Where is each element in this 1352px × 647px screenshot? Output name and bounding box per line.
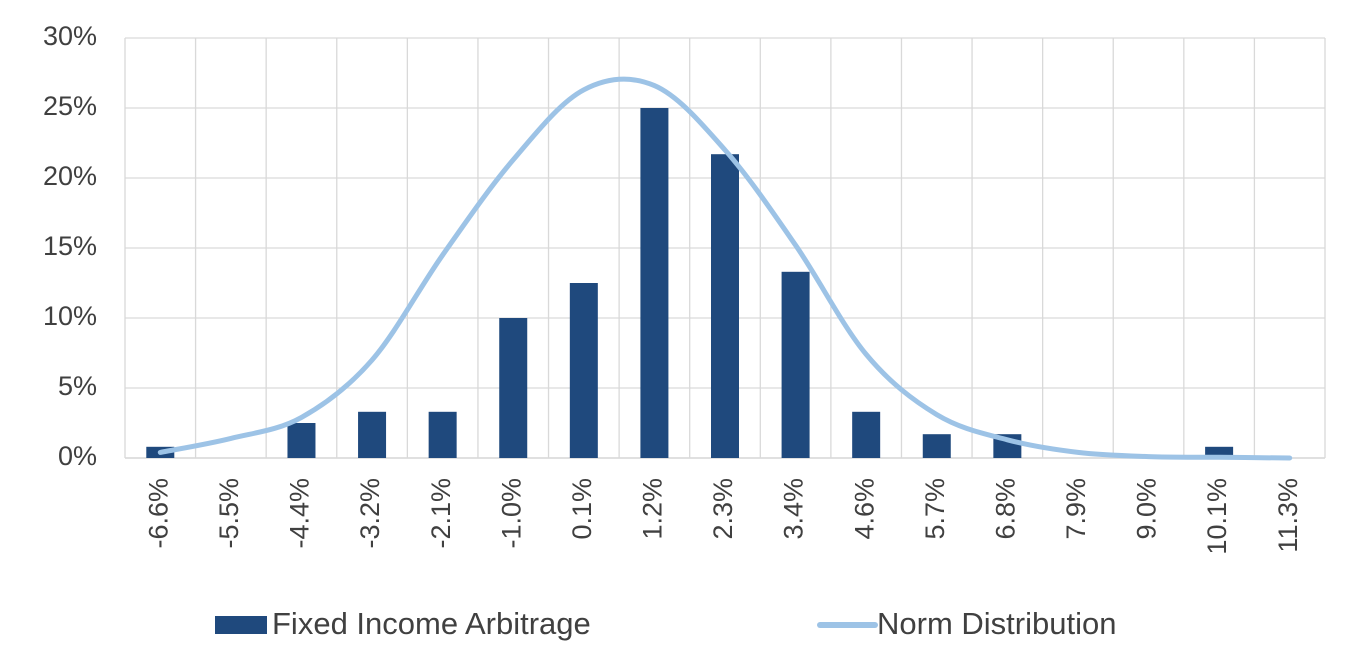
x-tick-label: 0.1% bbox=[567, 478, 597, 540]
x-tick-label: 1.2% bbox=[638, 478, 668, 540]
bar bbox=[1205, 446, 1234, 458]
x-tick-label: 2.3% bbox=[708, 478, 738, 540]
y-tick-label: 25% bbox=[43, 91, 97, 121]
x-tick-label: -1.0% bbox=[496, 478, 526, 549]
legend-label: Norm Distribution bbox=[877, 606, 1116, 641]
bar bbox=[781, 271, 810, 458]
x-tick-label: 9.0% bbox=[1132, 478, 1162, 540]
y-tick-label: 20% bbox=[43, 161, 97, 191]
y-tick-label: 10% bbox=[43, 301, 97, 331]
bar bbox=[569, 283, 598, 458]
x-tick-label: 7.9% bbox=[1061, 478, 1091, 540]
legend-label: Fixed Income Arbitrage bbox=[272, 606, 591, 641]
x-tick-label: 3.4% bbox=[779, 478, 809, 540]
x-tick-label: 10.1% bbox=[1202, 478, 1232, 555]
y-tick-label: 5% bbox=[58, 371, 97, 401]
x-tick-label: 11.3% bbox=[1273, 478, 1303, 553]
x-tick-label: -5.5% bbox=[214, 478, 244, 549]
x-tick-label: 6.8% bbox=[990, 478, 1020, 540]
y-tick-label: 30% bbox=[43, 21, 97, 51]
bar bbox=[499, 318, 528, 458]
y-tick-label: 15% bbox=[43, 231, 97, 261]
legend-swatch bbox=[215, 616, 267, 634]
bar bbox=[640, 108, 669, 458]
x-tick-label: -2.1% bbox=[426, 478, 456, 549]
y-tick-label: 0% bbox=[58, 441, 97, 471]
bar bbox=[711, 154, 739, 458]
x-tick-label: -6.6% bbox=[143, 478, 173, 549]
x-tick-label: -4.4% bbox=[285, 478, 315, 549]
x-tick-label: -3.2% bbox=[355, 478, 385, 549]
line bbox=[157, 76, 1293, 461]
bar bbox=[287, 423, 316, 458]
bar bbox=[358, 411, 387, 458]
x-tick-label: 5.7% bbox=[920, 478, 950, 540]
bar bbox=[428, 411, 457, 458]
bar bbox=[852, 411, 881, 458]
x-tick-label: 4.6% bbox=[849, 478, 879, 540]
bar bbox=[922, 434, 951, 458]
